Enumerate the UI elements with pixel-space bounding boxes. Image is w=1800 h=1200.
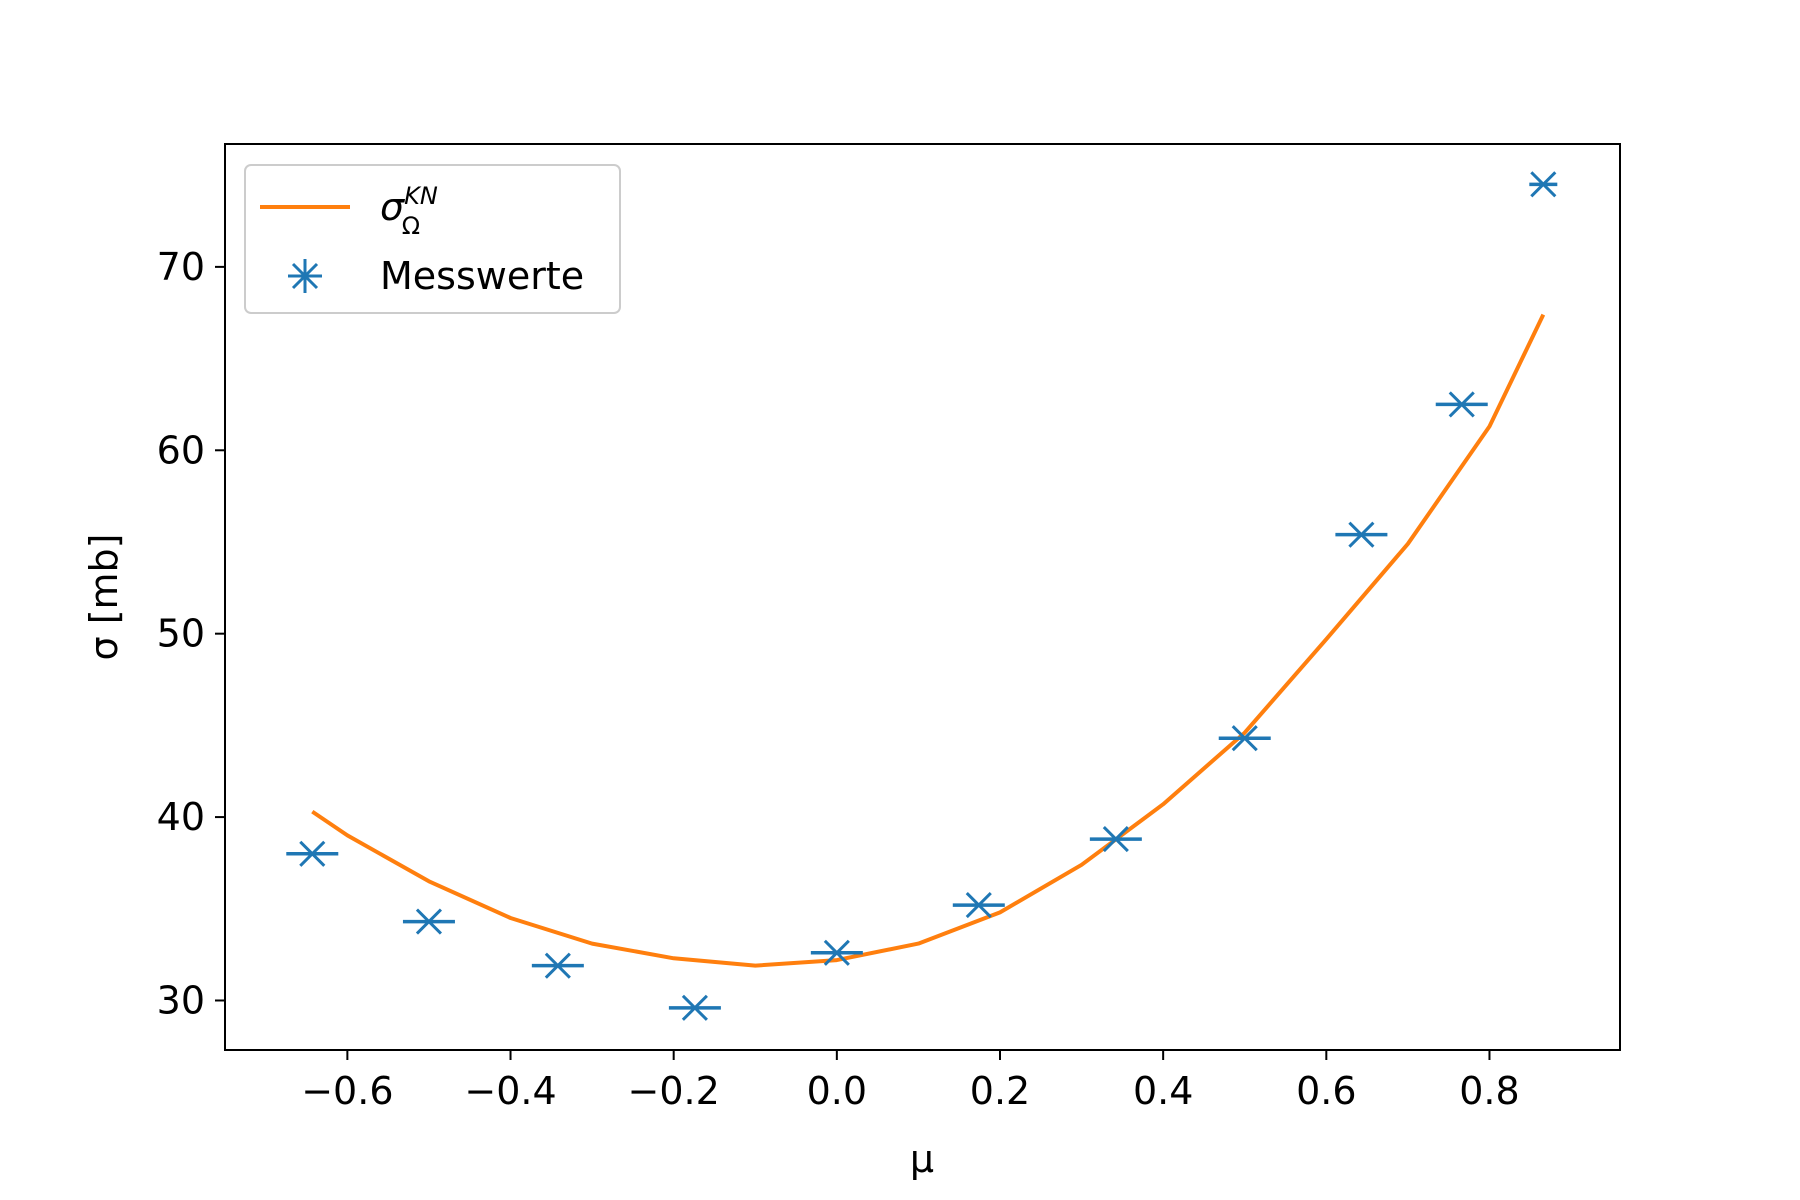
legend: σKN Ω Messwerte [244, 164, 621, 314]
data-point [286, 840, 339, 867]
y-tick-label: 50 [157, 612, 205, 656]
x-tick-label: 0.2 [970, 1069, 1030, 1113]
marker-stroke [823, 939, 850, 966]
marker-stroke [544, 952, 571, 979]
fit-curve-line [311, 313, 1546, 968]
x-tick-label: 0.6 [1296, 1069, 1356, 1113]
marker-stroke [1102, 826, 1129, 853]
data-point [1529, 171, 1558, 198]
x-tick-label: −0.4 [464, 1069, 556, 1113]
plot-frame [224, 143, 1621, 1051]
data-point [668, 994, 721, 1021]
legend-label-fit: σKN Ω [380, 182, 438, 240]
data-point [531, 952, 584, 979]
x-tick-label: −0.6 [301, 1069, 393, 1113]
axes-ticks: −0.6 −0.4 −0.2 0.0 0.2 0.4 0.6 0.8 30 40 50 60 70 [157, 245, 1520, 1113]
marker-stroke [1530, 171, 1557, 198]
marker-stroke [299, 840, 326, 867]
data-point [1335, 521, 1388, 548]
y-tick-label: 60 [157, 428, 205, 472]
marker-stroke [681, 994, 708, 1021]
x-axis-label: μ [910, 1137, 934, 1181]
data-point [1218, 725, 1271, 752]
data-point [810, 939, 863, 966]
marker-stroke [415, 908, 443, 935]
y-tick-label: 70 [157, 245, 205, 289]
y-axis-label: σ [mb] [82, 534, 126, 661]
marker-stroke [1231, 725, 1258, 752]
x-tick-label: 0.4 [1133, 1069, 1193, 1113]
y-tick-label: 40 [157, 795, 205, 839]
data-point [402, 908, 455, 935]
marker-stroke [1448, 391, 1475, 418]
legend-label-messwerte: Messwerte [380, 254, 584, 298]
marker-stroke [965, 892, 992, 919]
data-point [1089, 826, 1142, 853]
data-point [952, 892, 1005, 919]
legend-box [244, 164, 621, 314]
plot-area [286, 171, 1558, 1021]
x-tick-label: 0.8 [1459, 1069, 1519, 1113]
legend-marker-swatch [288, 259, 322, 293]
x-tick-label: 0.0 [807, 1069, 867, 1113]
data-point [1435, 391, 1488, 418]
marker-stroke [1348, 521, 1375, 548]
x-tick-label: −0.2 [628, 1069, 720, 1113]
y-tick-label: 30 [157, 978, 205, 1022]
